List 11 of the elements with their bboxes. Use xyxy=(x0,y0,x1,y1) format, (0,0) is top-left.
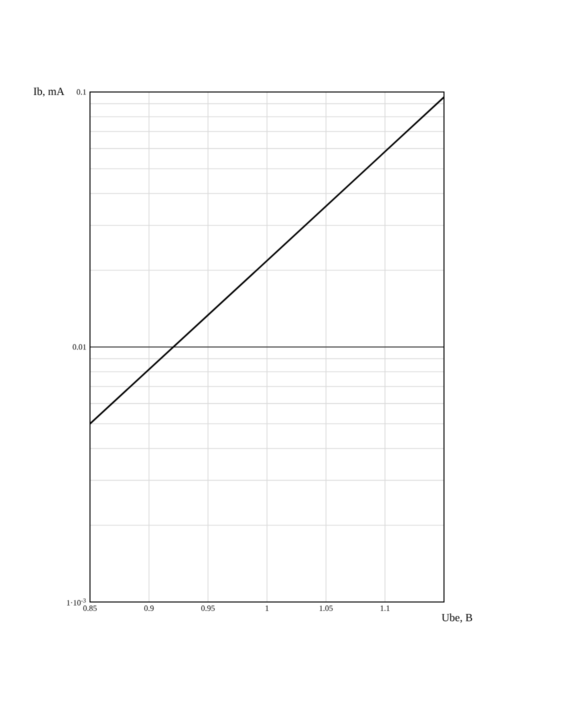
y-tick-label: 1·10$^{-3}$ xyxy=(67,598,86,606)
x-tick-label: 0.85 xyxy=(83,606,97,611)
x-tick-label: 1.1 xyxy=(380,606,390,611)
y-axis-title: Ib, mA xyxy=(34,87,64,97)
x-tick-label: 0.9 xyxy=(144,606,154,611)
y-tick-label: 0.01 xyxy=(72,344,86,350)
x-axis-title: Ube, B xyxy=(442,614,472,623)
x-tick-label: 1.05 xyxy=(320,606,333,611)
x-tick-label: 0.95 xyxy=(201,606,215,611)
y-tick-label: 0.1 xyxy=(76,89,86,95)
x-tick-label: 1 xyxy=(266,606,269,611)
